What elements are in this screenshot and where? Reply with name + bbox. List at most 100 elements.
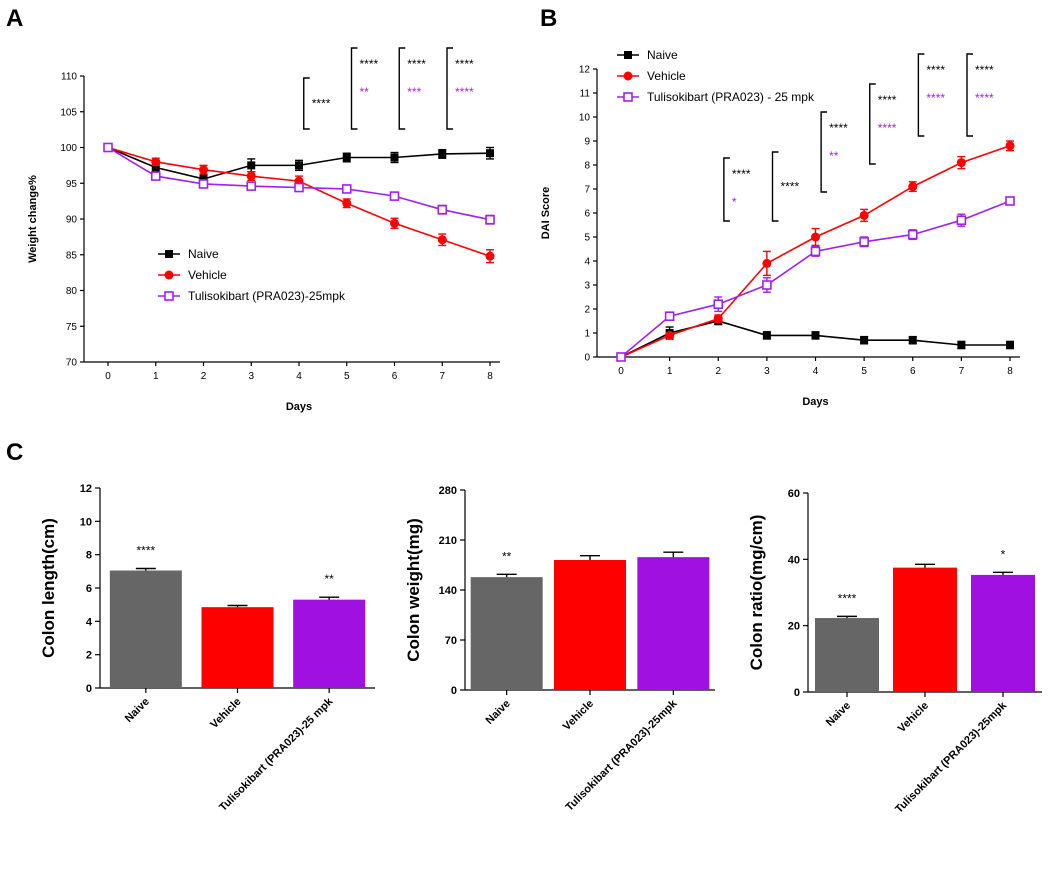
significance-label: ** [502,549,512,563]
significance-bracket [917,53,925,137]
significance-bracket [771,151,779,222]
data-point-marker [485,251,495,261]
y-tick-label: 1 [584,329,590,340]
data-point-marker [246,181,257,191]
data-point-marker [810,246,821,257]
data-point-marker [907,229,918,240]
x-tick-label: 2 [715,366,721,377]
chart-a-weight-change: 70 75 80 85 90 95 100 105 110 0 1 2 3 4 5 6 7 8 Days Weight… [27,47,500,413]
significance-bracket [723,157,730,222]
data-point-marker [199,174,208,183]
significance-treatment: **** [455,85,474,99]
y-tick-label: 105 [60,107,77,118]
data-point-marker [151,163,160,172]
y-tick-label: 85 [66,250,78,261]
data-point-marker [103,142,113,153]
data-point-marker [811,331,820,340]
y-tick-label: 70 [445,635,457,647]
y-tick-label: 11 [580,89,591,100]
chart-c-colon-weight: 0 70 140 210 280 Colon weight(mg) ** Naive Vehic… [404,485,715,814]
bar [109,570,182,688]
data-point-marker [294,182,304,193]
y-tick-label: 0 [451,685,457,697]
x-category-label: Vehicle [896,700,931,735]
significance-vehicle: **** [455,57,474,71]
data-point-marker [956,215,967,225]
data-point-marker [956,158,966,168]
bar [893,567,957,692]
data-point-marker [664,311,675,322]
x-category-label: Vehicle [561,698,596,733]
significance-vehicle: **** [732,167,751,181]
data-point-marker [811,232,820,242]
legend-label: Vehicle [188,268,227,282]
y-tick-label: 8 [86,550,92,562]
data-point-marker [860,336,869,345]
x-axis-title: Days [286,401,312,413]
y-tick-label: 280 [439,485,457,497]
data-point-marker [247,161,256,170]
significance-vehicle: **** [975,63,994,77]
x-tick-label: 1 [667,366,673,377]
x-tick-label: 8 [487,371,493,382]
data-point-marker [859,210,869,220]
y-tick-label: 100 [60,143,77,154]
data-point-marker [198,179,209,189]
x-tick-label: 3 [248,371,254,382]
x-axis-title: Days [802,396,828,408]
legend-label: Naive [647,48,678,62]
y-tick-label: 10 [579,113,591,124]
y-tick-label: 75 [66,322,78,333]
significance-bracket [820,111,828,193]
y-axis-title: Weight change% [27,175,39,263]
data-point-marker [908,182,918,192]
y-axis-title: Colon length(cm) [39,518,58,658]
data-point-marker [762,331,771,340]
data-point-marker [1005,196,1015,206]
data-point-marker [1005,141,1015,151]
panel-label-c: C [6,439,23,466]
data-point-marker [150,171,161,181]
significance-treatment: * [732,195,737,209]
x-tick-label: 5 [344,371,350,382]
y-tick-label: 0 [794,687,800,699]
legend-marker [623,92,633,102]
significance-bracket [966,53,973,137]
data-point-marker [151,157,161,167]
y-tick-label: 20 [788,621,800,633]
significance-vehicle: **** [926,63,945,77]
x-tick-label: 2 [201,371,207,382]
y-tick-label: 6 [584,209,590,220]
bar [971,574,1035,692]
significance-treatment: ** [829,149,839,163]
panel-label-b: B [540,5,557,32]
y-axis-title: DAI Score [540,187,552,240]
x-tick-label: 4 [813,366,819,377]
x-category-label: Naive [484,698,513,727]
bar [293,599,366,688]
data-point-marker [485,214,495,225]
y-tick-label: 8 [584,161,590,172]
significance-vehicle: **** [878,93,897,107]
legend-marker [164,291,174,301]
x-tick-label: 6 [910,366,916,377]
x-tick-label: 7 [439,371,445,382]
x-category-label: Naive [123,696,152,725]
legend-marker [165,250,173,258]
x-tick-label: 3 [764,366,770,377]
bar [201,607,274,688]
y-axis-title: Colon weight(mg) [404,518,423,662]
y-tick-label: 9 [584,137,590,148]
legend-marker [624,51,632,59]
y-tick-label: 6 [86,583,92,595]
significance-label: * [1001,547,1006,561]
x-tick-label: 7 [959,366,965,377]
data-point-marker [762,280,772,290]
legend-marker [623,71,633,81]
significance-vehicle: **** [781,180,800,194]
x-category-label: Tulisokibart (PRA023)-25 mpk [217,695,336,814]
y-tick-label: 2 [86,650,92,662]
y-tick-label: 12 [579,65,591,76]
